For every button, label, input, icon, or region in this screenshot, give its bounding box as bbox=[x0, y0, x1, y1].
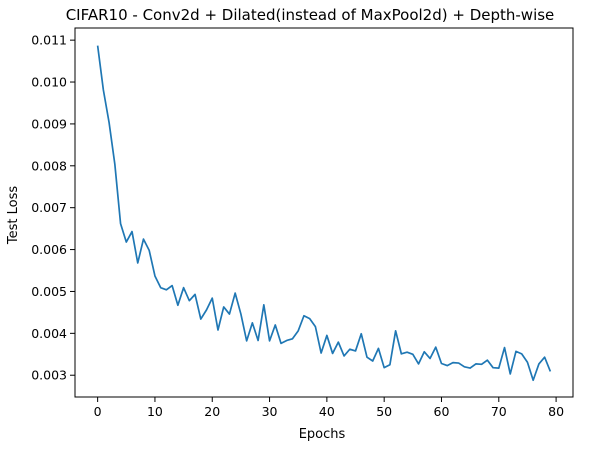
series-layer bbox=[96, 45, 552, 382]
x-tick-label: 50 bbox=[376, 404, 392, 419]
x-tick-label: 20 bbox=[204, 404, 220, 419]
chart-title: CIFAR10 - Conv2d + Dilated(instead of Ma… bbox=[66, 6, 555, 24]
y-tick-label: 0.006 bbox=[31, 242, 67, 257]
y-tick-label: 0.008 bbox=[31, 158, 67, 173]
y-tick-label: 0.011 bbox=[31, 33, 67, 48]
y-tick-label: 0.010 bbox=[31, 75, 67, 90]
series-line bbox=[96, 45, 552, 382]
y-tick-label: 0.007 bbox=[31, 200, 67, 215]
x-tick-label: 70 bbox=[491, 404, 507, 419]
x-tick-label: 40 bbox=[319, 404, 335, 419]
plot-area-frame bbox=[74, 27, 574, 398]
x-tick-label: 30 bbox=[262, 404, 278, 419]
y-tick-label: 0.009 bbox=[31, 116, 67, 131]
y-tick-label: 0.003 bbox=[31, 368, 67, 383]
x-tick-label: 0 bbox=[94, 404, 102, 419]
y-tick-label: 0.004 bbox=[31, 326, 67, 341]
x-tick-label: 80 bbox=[548, 404, 564, 419]
x-tick-label: 60 bbox=[434, 404, 450, 419]
y-axis-ticks: 0.003 0.004 0.005 0.006 0.007 0.008 0.009 0.010… bbox=[31, 33, 75, 383]
x-axis-ticks: 0 10 20 30 40 50 60 70 80 bbox=[94, 397, 564, 419]
y-tick-label: 0.005 bbox=[31, 284, 67, 299]
x-tick-label: 10 bbox=[147, 404, 163, 419]
x-axis-label: Epochs bbox=[299, 427, 346, 442]
y-axis-label: Test Loss bbox=[6, 186, 21, 245]
